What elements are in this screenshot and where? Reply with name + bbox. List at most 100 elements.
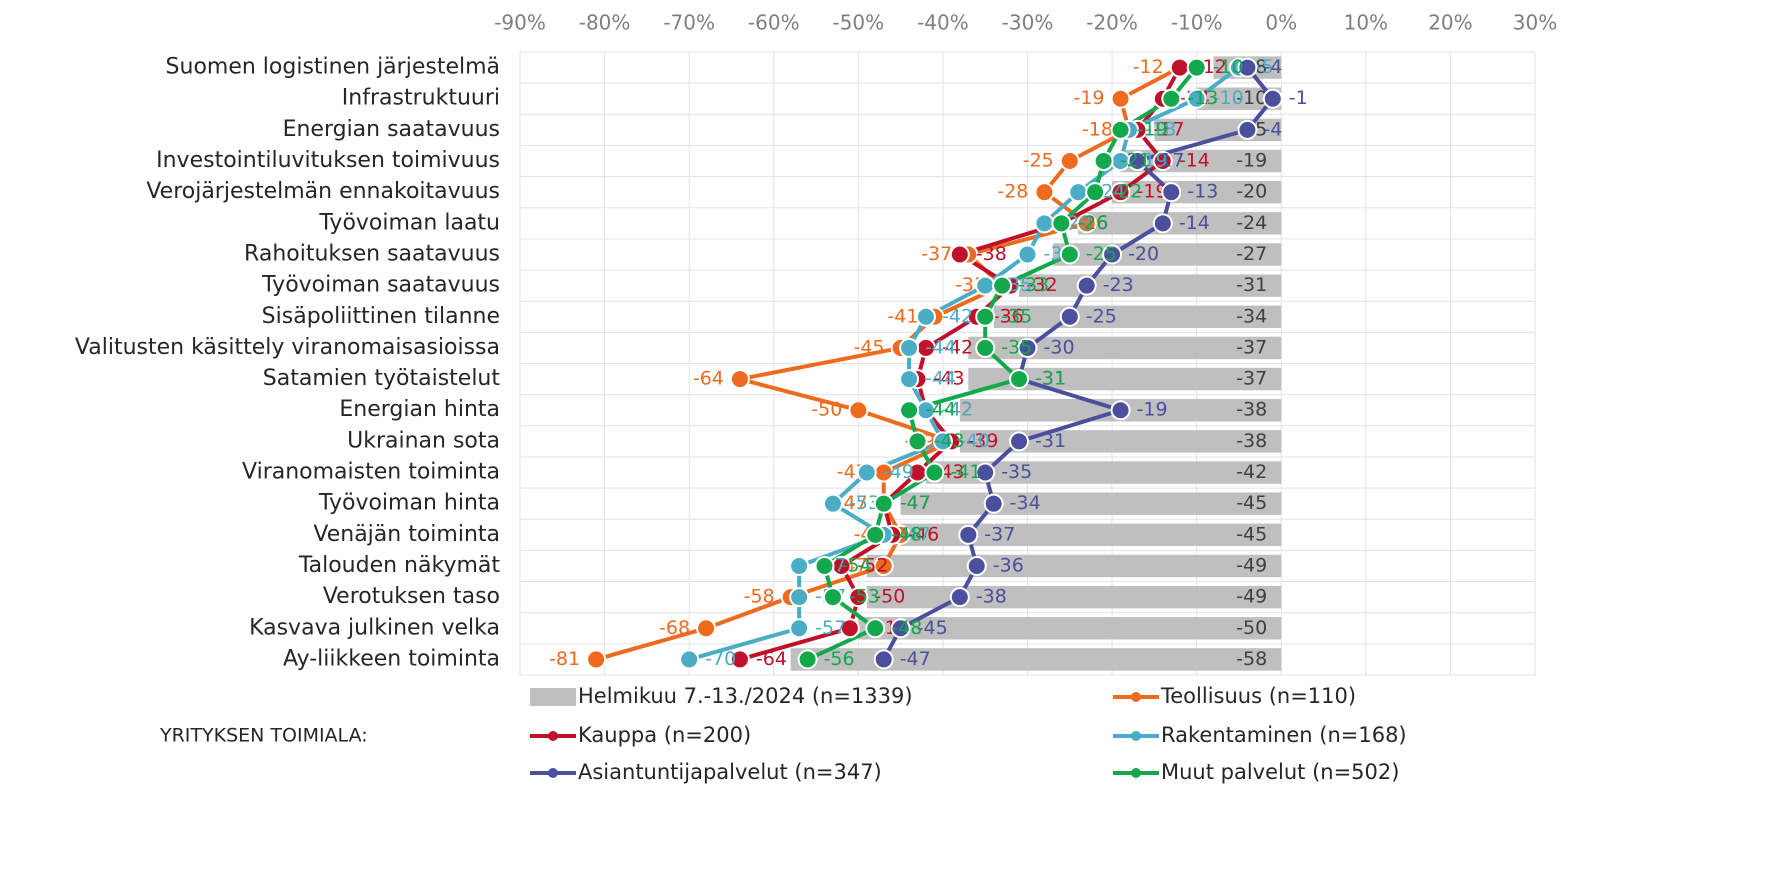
data-label: -50 bbox=[811, 399, 842, 421]
data-label: -47 bbox=[900, 492, 931, 514]
category-label: Verojärjestelmän ennakoitavuus bbox=[146, 179, 500, 204]
category-label: Sisäpoliittinen tilanne bbox=[262, 304, 500, 329]
series-point bbox=[1110, 119, 1131, 140]
series-point bbox=[1076, 213, 1097, 234]
series-point bbox=[1110, 88, 1131, 109]
data-label: -35 bbox=[1001, 336, 1032, 358]
series-point bbox=[1262, 88, 1283, 109]
bar-value-label: -37 bbox=[1236, 336, 1267, 358]
data-label: -26 bbox=[1077, 212, 1108, 234]
legend-swatch-dot bbox=[1131, 768, 1141, 778]
x-tick-label: -30% bbox=[1002, 11, 1054, 35]
series-point bbox=[949, 587, 970, 608]
series-point bbox=[1093, 151, 1114, 172]
legend-label: Teollisuus (n=110) bbox=[1160, 684, 1356, 708]
bar-value-label: -50 bbox=[1236, 617, 1267, 639]
data-label: -44 bbox=[925, 368, 956, 390]
x-tick-label: -70% bbox=[663, 11, 715, 35]
series-point bbox=[873, 649, 894, 670]
data-label: -42 bbox=[942, 399, 973, 421]
x-tick-label: -60% bbox=[748, 11, 800, 35]
data-label: -23 bbox=[1103, 274, 1134, 296]
data-label: -44 bbox=[925, 336, 956, 358]
series-point bbox=[1102, 244, 1123, 265]
data-label: -14 bbox=[1179, 212, 1210, 234]
data-label: -33 bbox=[1018, 274, 1049, 296]
series-point bbox=[1051, 213, 1072, 234]
category-label: Työvoiman laatu bbox=[318, 210, 500, 235]
data-label: -19 bbox=[1137, 399, 1168, 421]
category-label: Venäjän toiminta bbox=[313, 522, 500, 547]
series-point bbox=[1161, 88, 1182, 109]
series-point bbox=[729, 369, 750, 390]
data-label: -41 bbox=[950, 461, 981, 483]
data-label: -19 bbox=[1137, 181, 1168, 203]
legend-swatch-dot bbox=[548, 768, 558, 778]
category-label: Viranomaisten toiminta bbox=[242, 460, 500, 485]
data-label: -4 bbox=[1263, 118, 1282, 140]
bar bbox=[900, 523, 1282, 547]
series-point bbox=[1085, 182, 1106, 203]
x-tick-label: -20% bbox=[1086, 11, 1138, 35]
data-label: -42 bbox=[942, 305, 973, 327]
bar-value-label: -49 bbox=[1236, 586, 1267, 608]
data-label: -64 bbox=[756, 648, 787, 670]
data-label: -31 bbox=[1035, 368, 1066, 390]
series-point bbox=[1110, 182, 1131, 203]
series-point bbox=[1110, 400, 1131, 421]
category-label: Työvoiman hinta bbox=[318, 491, 500, 516]
bar-value-label: -42 bbox=[1236, 461, 1267, 483]
data-label: -48 bbox=[891, 523, 922, 545]
series-point bbox=[873, 555, 894, 576]
series-point bbox=[1127, 151, 1148, 172]
data-label: -36 bbox=[993, 305, 1024, 327]
data-label: -14 bbox=[1179, 150, 1210, 172]
data-label: -12 bbox=[1133, 56, 1164, 78]
bar-value-label: -19 bbox=[1236, 150, 1267, 172]
category-label: Energian hinta bbox=[339, 397, 500, 422]
series-point bbox=[975, 462, 996, 483]
legend-label: Muut palvelut (n=502) bbox=[1161, 760, 1399, 784]
data-label: -4 bbox=[1263, 56, 1282, 78]
data-label: -32 bbox=[1027, 274, 1058, 296]
series-point bbox=[932, 431, 953, 452]
series-point bbox=[958, 524, 979, 545]
series-point bbox=[899, 369, 920, 390]
category-label: Ukrainan sota bbox=[347, 428, 500, 453]
bar bbox=[790, 648, 1282, 671]
category-label: Työvoiman saatavuus bbox=[261, 273, 500, 298]
series-point bbox=[899, 400, 920, 421]
data-label: -58 bbox=[744, 586, 775, 608]
series-point bbox=[729, 649, 750, 670]
series-point bbox=[924, 462, 945, 483]
category-label: Talouden näkymät bbox=[298, 553, 501, 578]
series-point bbox=[983, 493, 1004, 514]
data-label: -19 bbox=[1137, 118, 1168, 140]
data-label: -25 bbox=[1086, 243, 1117, 265]
series-point bbox=[1152, 151, 1173, 172]
series-point bbox=[848, 400, 869, 421]
data-label: -45 bbox=[917, 617, 948, 639]
data-label: -17 bbox=[1153, 150, 1184, 172]
series-point bbox=[890, 618, 911, 639]
category-label: Energian saatavuus bbox=[283, 117, 500, 142]
data-label: -53 bbox=[849, 586, 880, 608]
bar bbox=[1112, 180, 1282, 204]
category-label: Satamien työtaistelut bbox=[263, 366, 501, 391]
data-label: -50 bbox=[874, 586, 905, 608]
series-point bbox=[822, 587, 843, 608]
series-point bbox=[822, 493, 843, 514]
x-tick-label: 10% bbox=[1344, 11, 1388, 35]
category-label: Suomen logistinen järjestelmä bbox=[166, 55, 500, 80]
bar bbox=[866, 554, 1282, 578]
series-point bbox=[839, 618, 860, 639]
series-point bbox=[679, 649, 700, 670]
legend-label: Asiantuntijapalvelut (n=347) bbox=[578, 760, 882, 784]
bar-value-label: -24 bbox=[1236, 212, 1267, 234]
series-point bbox=[1186, 88, 1207, 109]
series-point bbox=[1076, 275, 1097, 296]
series-point bbox=[1169, 57, 1190, 78]
bar bbox=[968, 367, 1282, 391]
data-label: -30 bbox=[1044, 336, 1075, 358]
data-label: -56 bbox=[824, 648, 855, 670]
